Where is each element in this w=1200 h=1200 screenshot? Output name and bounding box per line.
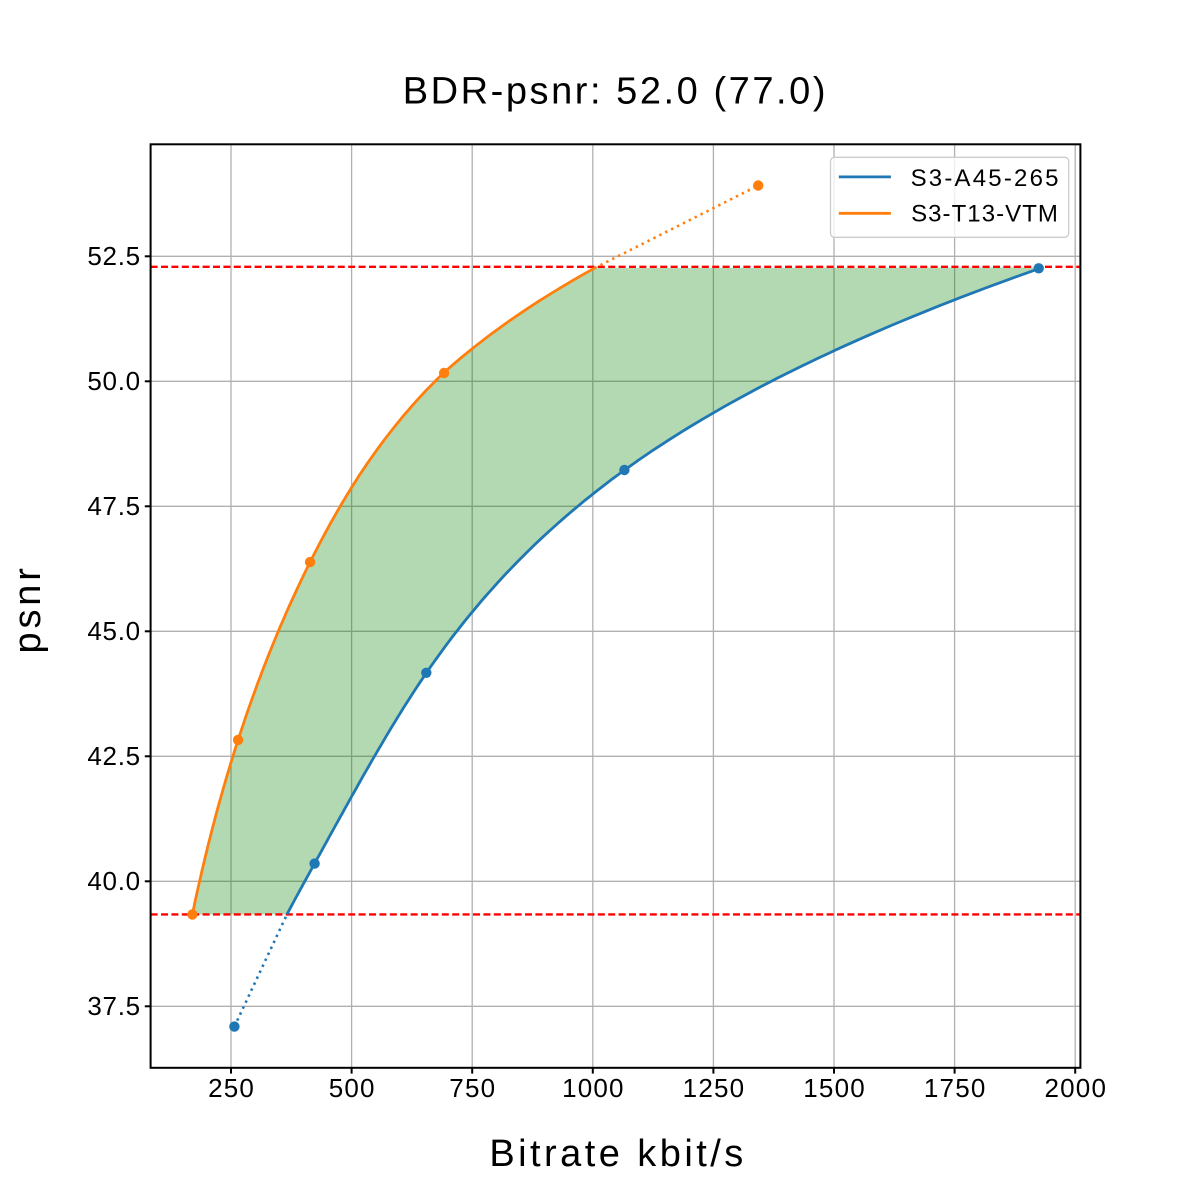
svg-text:42.5: 42.5 [87,741,140,771]
svg-text:BDR-psnr: 52.0 (77.0): BDR-psnr: 52.0 (77.0) [403,70,828,112]
svg-text:250: 250 [208,1073,255,1103]
svg-text:1000: 1000 [562,1073,625,1103]
svg-text:37.5: 37.5 [87,991,140,1021]
svg-text:500: 500 [329,1073,376,1103]
svg-text:1500: 1500 [803,1073,866,1103]
svg-text:1250: 1250 [683,1073,746,1103]
svg-text:52.5: 52.5 [87,241,140,271]
svg-text:47.5: 47.5 [87,491,140,521]
svg-text:50.0: 50.0 [87,366,140,396]
svg-text:S3-T13-VTM: S3-T13-VTM [911,200,1059,227]
svg-text:750: 750 [449,1073,496,1103]
svg-text:1750: 1750 [924,1073,987,1103]
svg-text:45.0: 45.0 [87,616,140,646]
svg-text:Bitrate kbit/s: Bitrate kbit/s [489,1133,746,1175]
svg-text:40.0: 40.0 [87,866,140,896]
svg-text:psnr: psnr [7,564,49,653]
svg-text:S3-A45-265: S3-A45-265 [911,165,1061,192]
svg-text:2000: 2000 [1044,1073,1107,1103]
